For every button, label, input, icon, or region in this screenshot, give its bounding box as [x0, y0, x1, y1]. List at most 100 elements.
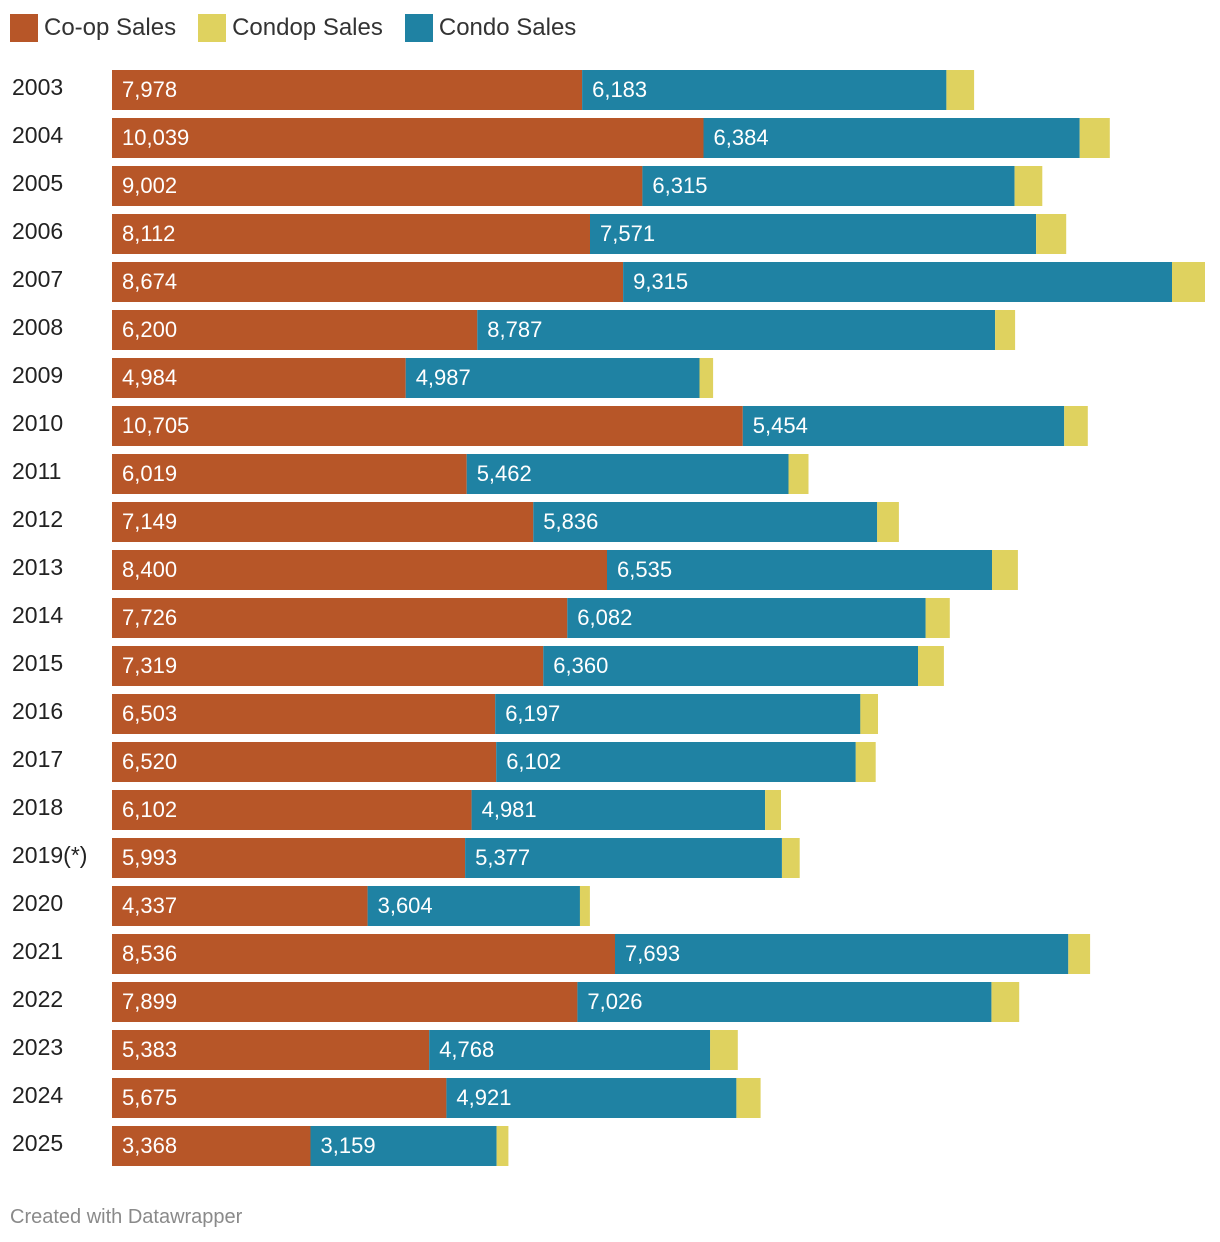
bar-co-op-sales [112, 1078, 447, 1118]
bar-condo-sales [496, 742, 856, 782]
bar-condo-sales [615, 934, 1069, 974]
bar-condo-sales [405, 358, 700, 398]
data-label: 6,183 [592, 77, 647, 102]
bar-condo-sales [623, 262, 1172, 302]
data-label: 9,315 [633, 269, 688, 294]
category-label: 2025 [12, 1130, 63, 1156]
category-label: 2011 [12, 458, 61, 484]
bar-condop-sales [860, 694, 878, 734]
bar-condop-sales [710, 1030, 738, 1070]
legend-swatch-condop [198, 14, 227, 42]
bar-condo-sales [590, 214, 1037, 254]
bar-co-op-sales [112, 166, 643, 206]
bar-condop-sales [992, 550, 1018, 590]
category-label: 2016 [12, 698, 63, 724]
legend-label-coop: Co-op Sales [44, 14, 177, 41]
bar-condop-sales [736, 1078, 761, 1118]
data-label: 6,384 [714, 125, 769, 150]
bar-condo-sales [567, 598, 926, 638]
category-label: 2017 [12, 746, 63, 772]
category-label: 2021 [12, 938, 63, 964]
stacked-bar-chart: 2003 7,978 6,183 2004 10,039 6,384 2005 9,002 6,… [12, 70, 1205, 1166]
data-label: 6,019 [122, 461, 177, 486]
bar-condo-sales [465, 838, 782, 878]
legend-item-condo: Condo Sales [404, 14, 577, 42]
data-label: 6,360 [553, 653, 608, 678]
bar-condop-sales [496, 1126, 509, 1166]
bar-condop-sales [1014, 166, 1043, 206]
bar-co-op-sales [112, 598, 568, 638]
bar-condop-sales [699, 358, 714, 398]
legend-item-coop: Co-op Sales [10, 14, 176, 42]
legend-label-condop: Condop Sales [232, 14, 383, 41]
data-label: 5,836 [543, 509, 598, 534]
category-label: 2004 [12, 122, 63, 148]
data-label: 8,112 [122, 221, 175, 246]
data-label: 5,383 [122, 1037, 177, 1062]
bar-condop-sales [995, 310, 1016, 350]
bar-condop-sales [579, 886, 590, 926]
data-label: 4,921 [456, 1085, 511, 1110]
data-label: 8,536 [122, 941, 177, 966]
bar-condop-sales [925, 598, 950, 638]
data-label: 4,768 [439, 1037, 494, 1062]
data-label: 10,039 [122, 125, 189, 150]
bar-condo-sales [533, 502, 878, 542]
data-label: 7,149 [122, 509, 177, 534]
bar-co-op-sales [112, 838, 466, 878]
bar-condo-sales [582, 70, 947, 110]
bar-co-op-sales [112, 454, 467, 494]
category-label: 2018 [12, 794, 63, 820]
legend: Co-op Sales Condop Sales Condo Sales [10, 14, 598, 42]
bar-condop-sales [782, 838, 800, 878]
bar-co-op-sales [112, 550, 607, 590]
bar-condo-sales [367, 886, 580, 926]
bar-condop-sales [877, 502, 899, 542]
data-label: 9,002 [122, 173, 177, 198]
legend-label-condo: Condo Sales [438, 14, 577, 41]
data-label: 6,102 [122, 797, 177, 822]
data-label: 4,987 [416, 365, 471, 390]
data-label: 5,377 [475, 845, 530, 870]
data-label: 5,675 [122, 1085, 177, 1110]
data-label: 3,159 [321, 1133, 376, 1158]
category-label: 2020 [12, 890, 63, 916]
category-label: 2005 [12, 170, 63, 196]
bar-condo-sales [703, 118, 1080, 158]
bar-condo-sales [543, 646, 919, 686]
data-label: 7,571 [600, 221, 655, 246]
category-label: 2012 [12, 506, 63, 532]
data-label: 3,368 [122, 1133, 177, 1158]
bar-co-op-sales [112, 70, 583, 110]
bar-condop-sales [788, 454, 809, 494]
bar-condop-sales [918, 646, 944, 686]
bar-condop-sales [1068, 934, 1091, 974]
category-label: 2023 [12, 1034, 63, 1060]
category-label: 2006 [12, 218, 63, 244]
bar-condo-sales [471, 790, 766, 830]
bar-condop-sales [765, 790, 781, 830]
data-label: 5,454 [753, 413, 808, 438]
bar-condop-sales [1079, 118, 1110, 158]
category-label: 2022 [12, 986, 63, 1012]
data-label: 10,705 [122, 413, 189, 438]
bar-condop-sales [1172, 262, 1205, 302]
category-label: 2014 [12, 602, 63, 628]
data-label: 5,993 [122, 845, 177, 870]
bar-co-op-sales [112, 646, 544, 686]
bar-condop-sales [991, 982, 1020, 1022]
data-label: 7,319 [122, 653, 177, 678]
data-label: 6,520 [122, 749, 177, 774]
bar-co-op-sales [112, 214, 590, 254]
bar-co-op-sales [112, 358, 406, 398]
data-label: 6,082 [577, 605, 632, 630]
bar-condo-sales [446, 1078, 737, 1118]
bar-co-op-sales [112, 310, 478, 350]
bar-co-op-sales [112, 934, 615, 974]
bar-co-op-sales [112, 886, 368, 926]
legend-swatch-condo [404, 14, 433, 42]
data-label: 7,726 [122, 605, 177, 630]
bar-condop-sales [855, 742, 876, 782]
data-label: 4,981 [482, 797, 537, 822]
bar-co-op-sales [112, 1030, 430, 1070]
